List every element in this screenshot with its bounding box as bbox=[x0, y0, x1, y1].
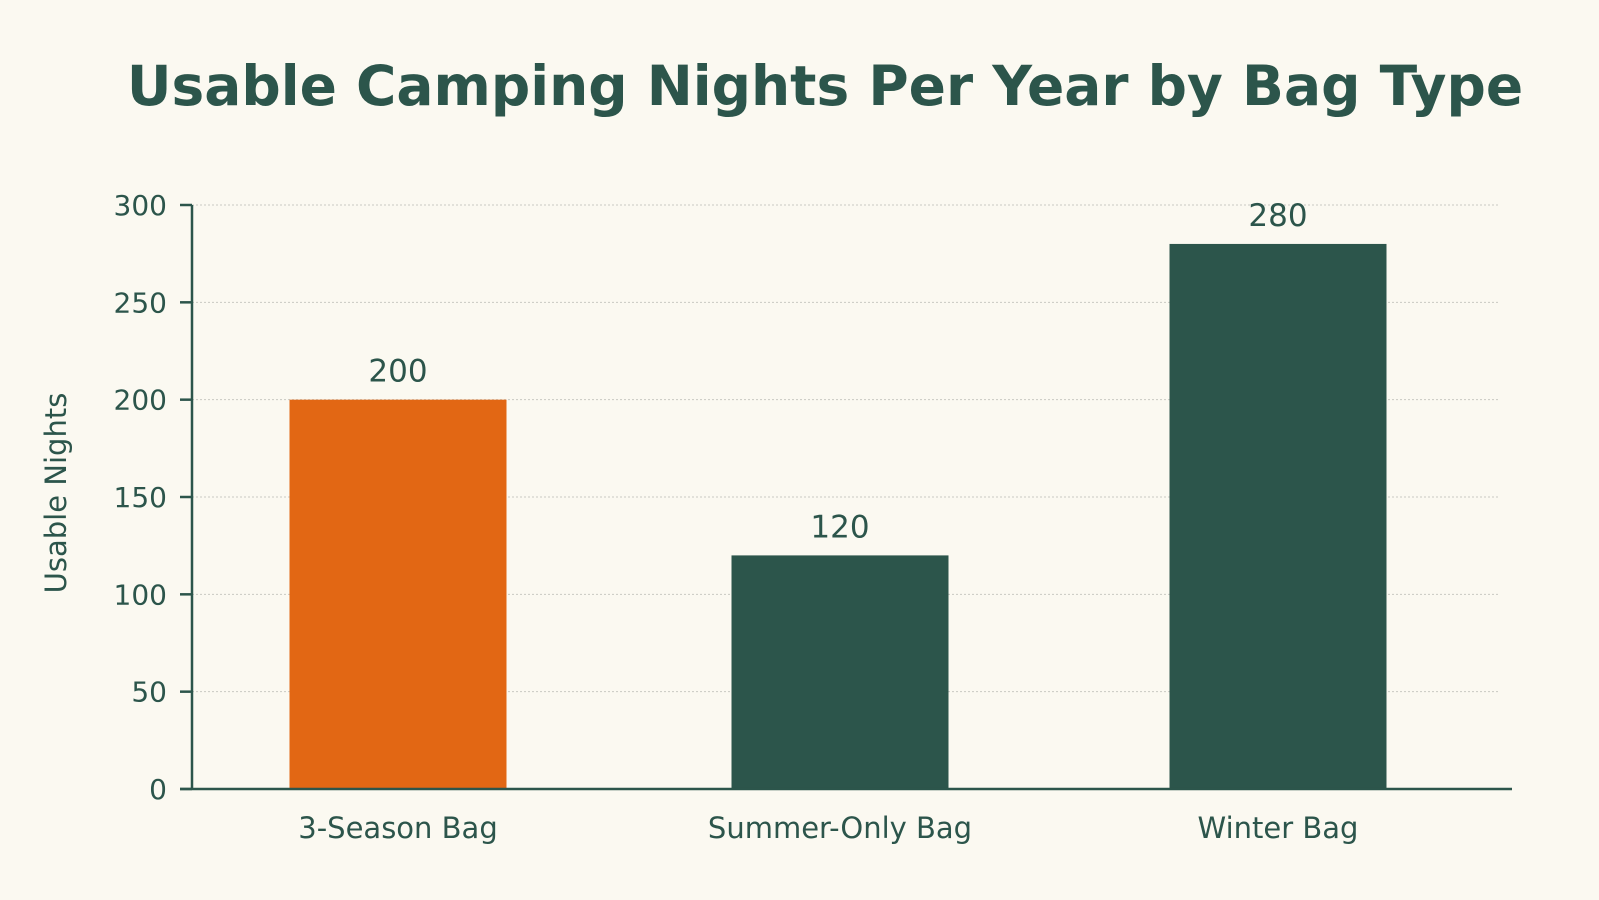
y-ticks: 0 50 100 150 200 250 300 bbox=[114, 189, 192, 806]
y-tick-label: 300 bbox=[114, 189, 167, 222]
y-tick-label: 250 bbox=[114, 286, 167, 319]
bar bbox=[1169, 243, 1387, 789]
x-category-label: Summer-Only Bag bbox=[708, 811, 972, 845]
y-axis-label: Usable Nights bbox=[39, 393, 73, 594]
bar bbox=[289, 399, 507, 789]
bar-value-label: 120 bbox=[810, 509, 869, 545]
chart-title: Usable Camping Nights Per Year by Bag Ty… bbox=[127, 54, 1523, 118]
y-tick-label: 150 bbox=[114, 481, 167, 514]
bar-value-label: 200 bbox=[368, 354, 427, 390]
y-tick-label: 0 bbox=[149, 773, 167, 806]
bar-value-label: 280 bbox=[1248, 198, 1307, 234]
bar bbox=[731, 555, 949, 789]
labels: 200 3-Season Bag 120 Summer-Only Bag 280 Wint… bbox=[298, 198, 1358, 845]
x-category-label: Winter Bag bbox=[1198, 811, 1359, 845]
y-tick-label: 50 bbox=[131, 676, 167, 709]
bars bbox=[289, 243, 1387, 789]
y-tick-label: 100 bbox=[114, 578, 167, 611]
x-category-label: 3-Season Bag bbox=[298, 811, 497, 845]
y-tick-label: 200 bbox=[114, 384, 167, 417]
